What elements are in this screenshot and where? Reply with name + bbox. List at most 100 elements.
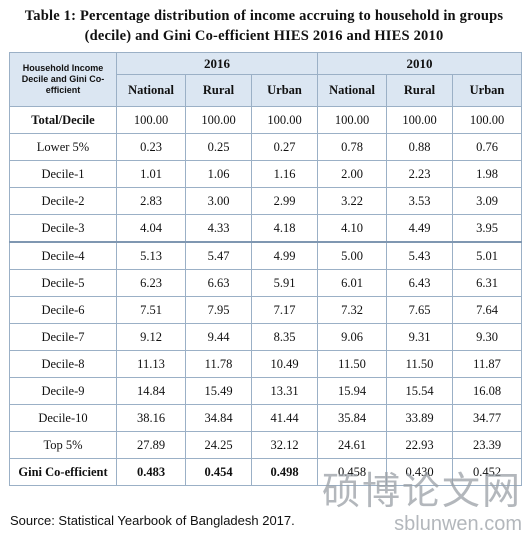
year-header-2010: 2010 <box>317 52 522 75</box>
table-title: Table 1: Percentage distribution of inco… <box>0 6 528 46</box>
table-cell: 7.95 <box>185 296 252 324</box>
watermark-chinese-text: 硕博论文网 <box>321 469 522 513</box>
table-cell: 4.99 <box>251 241 318 270</box>
table-row: Gini Co-efficient 0.483 0.454 0.498 0.458 0.4… <box>9 458 522 486</box>
table-cell: 0.78 <box>317 133 387 161</box>
table-cell: 15.94 <box>317 377 387 405</box>
watermark: 硕博论文网 sblunwen.com <box>322 470 522 536</box>
table-row: Decile-9 14.84 15.49 13.31 15.94 15.54 16.08 <box>9 377 522 405</box>
row-label: Decile-4 <box>9 241 117 270</box>
table-cell: 0.27 <box>251 133 318 161</box>
table-cell: 2.83 <box>116 187 186 215</box>
watermark-url-text: sblunwen.com <box>394 513 522 535</box>
table-row: Decile-5 6.23 6.63 5.91 6.01 6.43 6.31 <box>9 269 522 297</box>
table-cell: 27.89 <box>116 431 186 459</box>
table-cell: 0.23 <box>116 133 186 161</box>
row-label: Decile-10 <box>9 404 117 432</box>
table-cell: 6.63 <box>185 269 252 297</box>
table-cell: 2.99 <box>251 187 318 215</box>
col-header-national-2010: National <box>317 74 387 107</box>
table-cell: 4.04 <box>116 214 186 243</box>
table-cell: 11.87 <box>452 350 522 378</box>
table-cell: 100.00 <box>386 106 453 134</box>
table-row: Decile-1 1.01 1.06 1.16 2.00 2.23 1.98 <box>9 160 522 188</box>
table-cell: 7.51 <box>116 296 186 324</box>
table-cell: 5.01 <box>452 241 522 270</box>
table-cell: 4.10 <box>317 214 387 243</box>
table-cell: 5.13 <box>116 241 186 270</box>
table-cell: 15.49 <box>185 377 252 405</box>
table-row: Total/Decile 100.00 100.00 100.00 100.00 100.… <box>9 106 522 134</box>
row-label: Decile-6 <box>9 296 117 324</box>
table-cell: 5.00 <box>317 241 387 270</box>
source-note: Source: Statistical Yearbook of Banglade… <box>10 513 295 528</box>
table-row: Decile-7 9.12 9.44 8.35 9.06 9.31 9.30 <box>9 323 522 351</box>
table-cell: 35.84 <box>317 404 387 432</box>
row-label: Decile-3 <box>9 214 117 243</box>
table-cell: 5.47 <box>185 241 252 270</box>
table-cell: 3.22 <box>317 187 387 215</box>
table-cell: 1.01 <box>116 160 186 188</box>
table-cell: 0.88 <box>386 133 453 161</box>
table-cell: 0.452 <box>452 458 522 486</box>
table-cell: 3.00 <box>185 187 252 215</box>
table-cell: 15.54 <box>386 377 453 405</box>
table-cell: 1.98 <box>452 160 522 188</box>
table-cell: 34.84 <box>185 404 252 432</box>
table-cell: 0.458 <box>317 458 387 486</box>
table-cell: 22.93 <box>386 431 453 459</box>
table-cell: 7.17 <box>251 296 318 324</box>
table-cell: 24.25 <box>185 431 252 459</box>
table-cell: 38.16 <box>116 404 186 432</box>
table-row: Decile-6 7.51 7.95 7.17 7.32 7.65 7.64 <box>9 296 522 324</box>
col-header-national-2016: National <box>116 74 186 107</box>
table-cell: 1.06 <box>185 160 252 188</box>
row-label: Total/Decile <box>9 106 117 134</box>
table-cell: 100.00 <box>317 106 387 134</box>
col-header-rural-2010: Rural <box>386 74 453 107</box>
title-line-1: Table 1: Percentage distribution of inco… <box>24 8 504 24</box>
table-cell: 3.53 <box>386 187 453 215</box>
table-cell: 3.09 <box>452 187 522 215</box>
table-cell: 9.06 <box>317 323 387 351</box>
row-label: Lower 5% <box>9 133 117 161</box>
col-header-urban-2010: Urban <box>452 74 522 107</box>
table-cell: 100.00 <box>116 106 186 134</box>
title-line-2: (decile) and Gini Co-efficient HIES 2016… <box>84 28 444 44</box>
table-cell: 5.43 <box>386 241 453 270</box>
table-cell: 11.13 <box>116 350 186 378</box>
table-cell: 23.39 <box>452 431 522 459</box>
table-cell: 7.32 <box>317 296 387 324</box>
table-cell: 24.61 <box>317 431 387 459</box>
row-label: Decile-7 <box>9 323 117 351</box>
row-label: Decile-8 <box>9 350 117 378</box>
income-distribution-table: Household Income Decile and Gini Co-effi… <box>9 52 522 486</box>
table-cell: 11.50 <box>317 350 387 378</box>
table-cell: 41.44 <box>251 404 318 432</box>
table-cell: 4.33 <box>185 214 252 243</box>
table-cell: 10.49 <box>251 350 318 378</box>
table-cell: 7.65 <box>386 296 453 324</box>
table-row: Lower 5% 0.23 0.25 0.27 0.78 0.88 0.76 <box>9 133 522 161</box>
table-cell: 0.454 <box>185 458 252 486</box>
row-label: Decile-9 <box>9 377 117 405</box>
table-row: Decile-4 5.13 5.47 4.99 5.00 5.43 5.01 <box>9 241 522 270</box>
row-label: Decile-5 <box>9 269 117 297</box>
table-cell: 0.430 <box>386 458 453 486</box>
table-cell: 3.95 <box>452 214 522 243</box>
table-cell: 9.44 <box>185 323 252 351</box>
row-label: Top 5% <box>9 431 117 459</box>
col-header-urban-2016: Urban <box>251 74 318 107</box>
row-label: Gini Co-efficient <box>9 458 117 486</box>
row-label: Decile-2 <box>9 187 117 215</box>
table-cell: 0.25 <box>185 133 252 161</box>
table-row: Decile-2 2.83 3.00 2.99 3.22 3.53 3.09 <box>9 187 522 215</box>
year-header-2016: 2016 <box>116 52 318 75</box>
table-cell: 0.76 <box>452 133 522 161</box>
table-cell: 9.30 <box>452 323 522 351</box>
table-cell: 11.50 <box>386 350 453 378</box>
table-cell: 2.00 <box>317 160 387 188</box>
table-cell: 6.23 <box>116 269 186 297</box>
table-cell: 100.00 <box>452 106 522 134</box>
table-body: Total/Decile 100.00 100.00 100.00 100.00 100.… <box>9 106 522 486</box>
